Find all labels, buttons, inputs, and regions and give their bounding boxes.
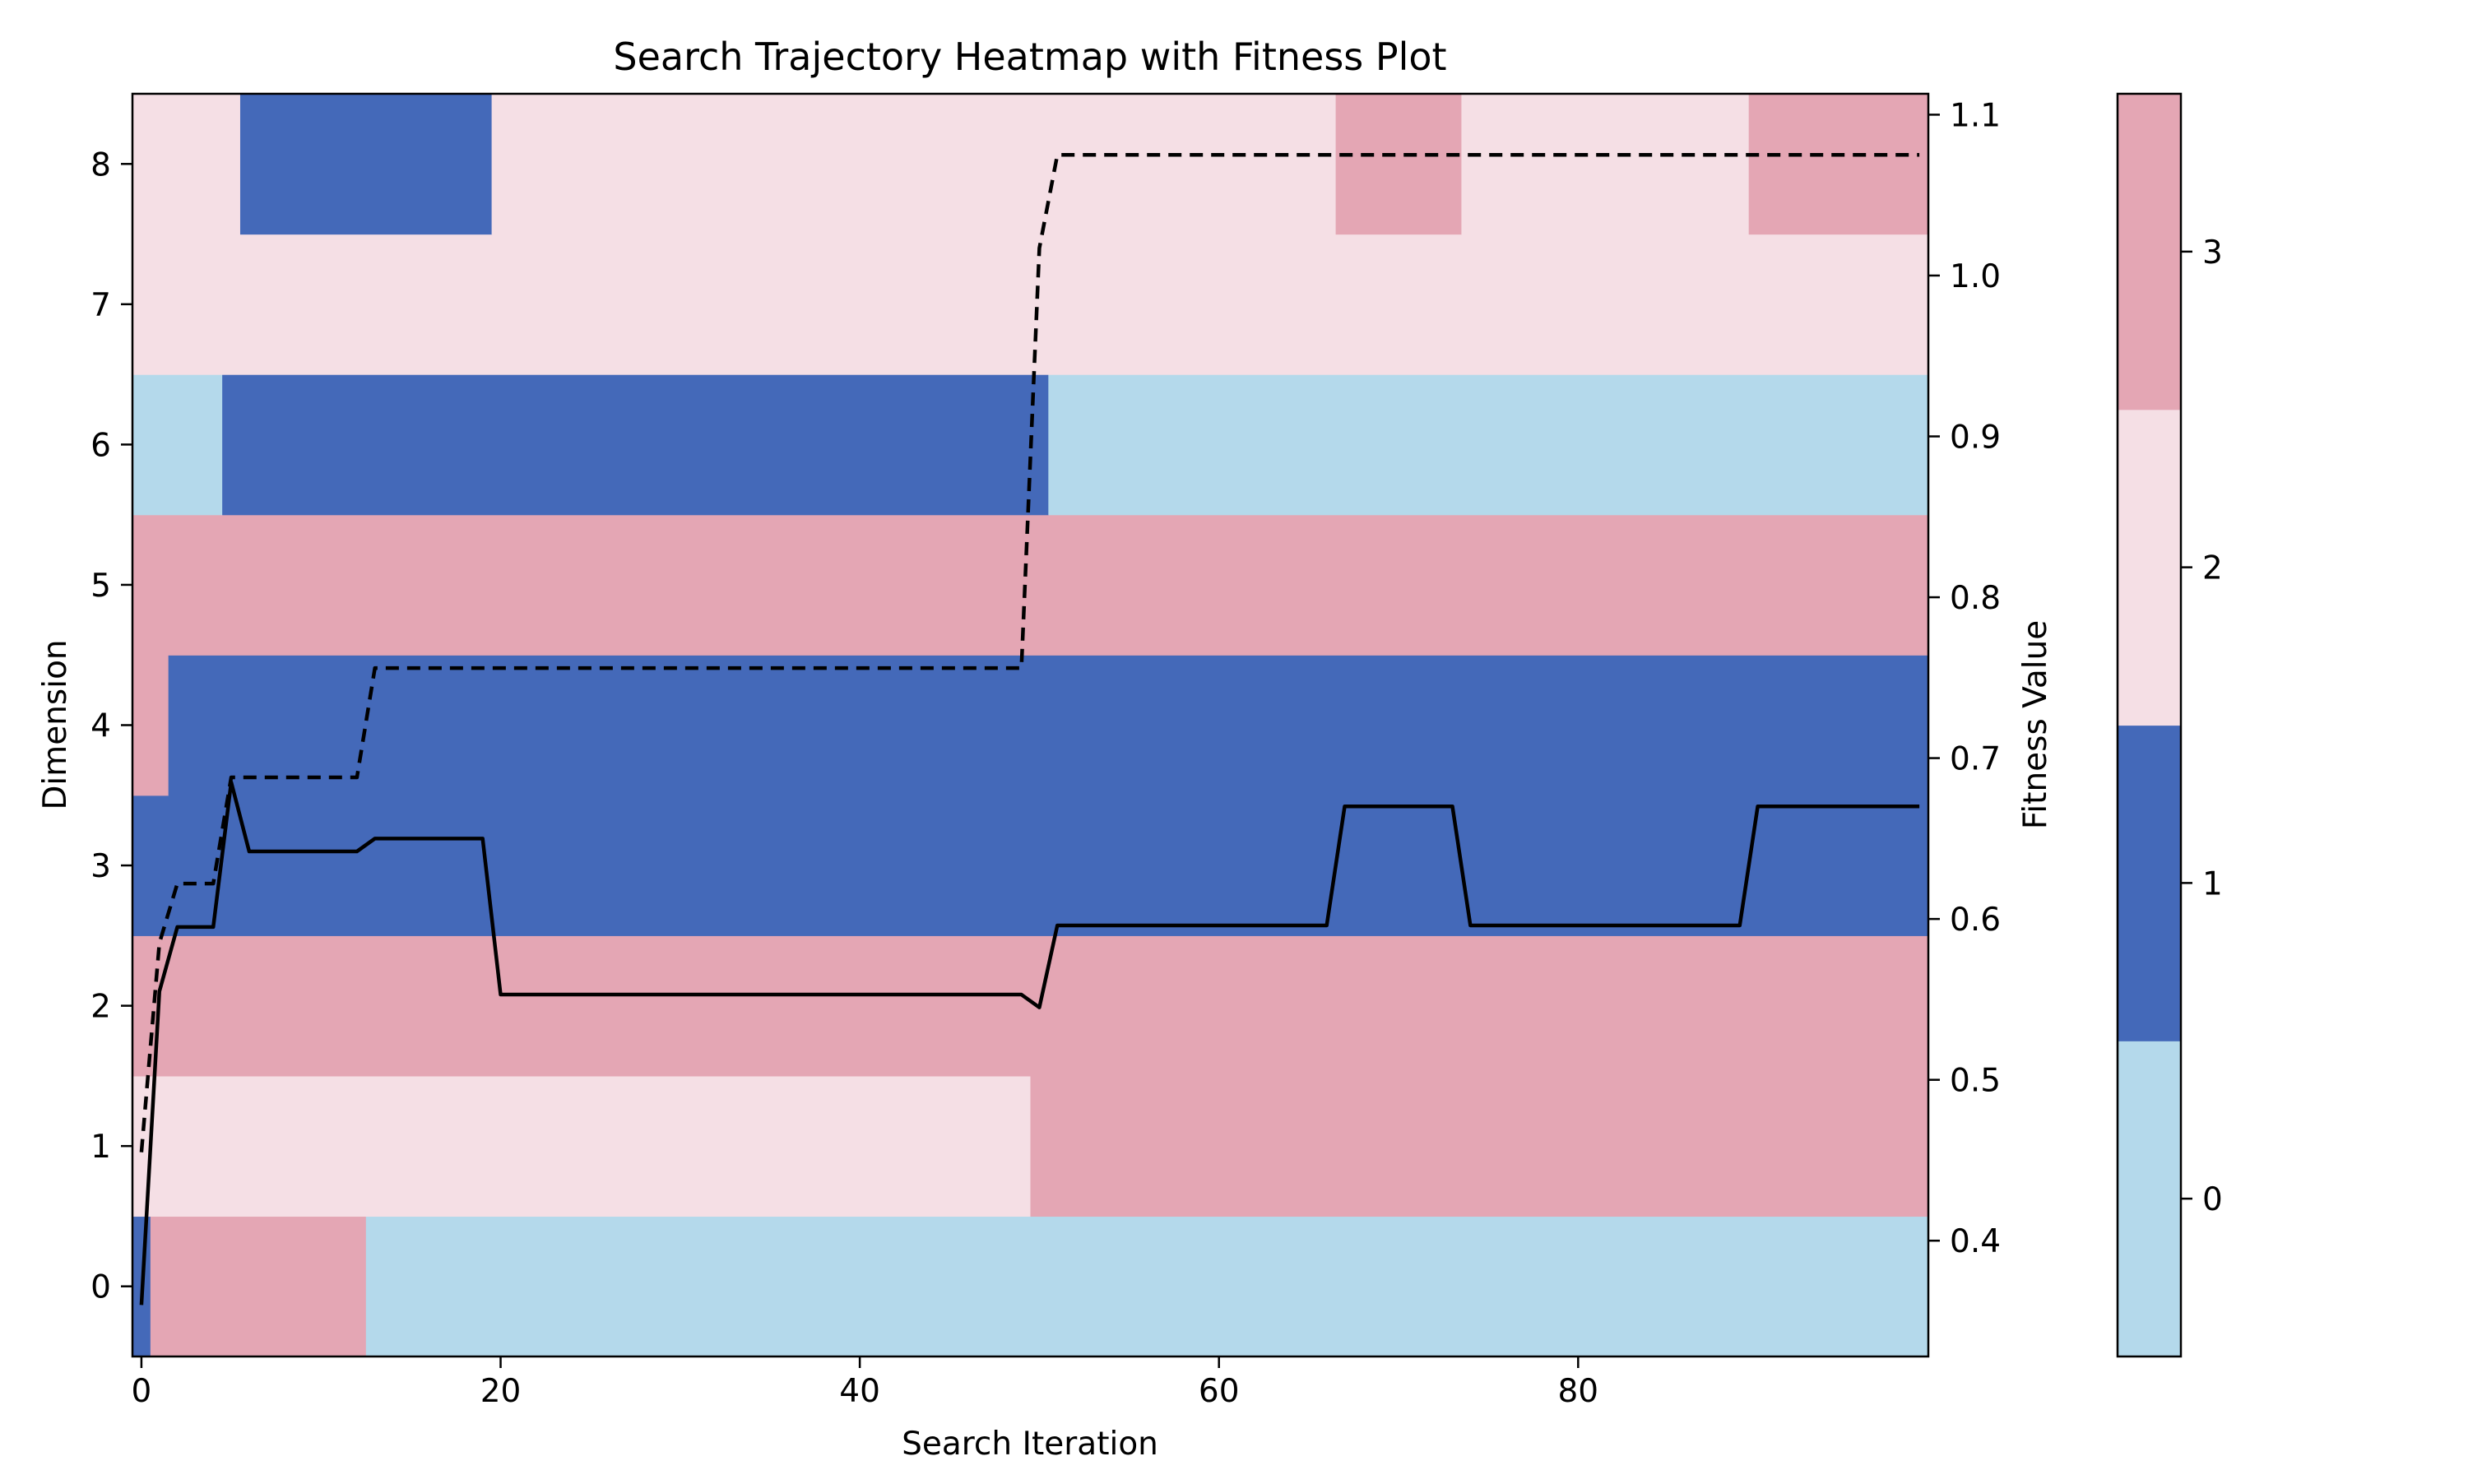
heatmap-cell bbox=[132, 234, 1929, 375]
y2-axis-label: Fitness Value bbox=[2017, 620, 2054, 830]
heatmap-cell bbox=[1461, 94, 1750, 235]
y-axis: 0 1 2 3 4 5 6 7 8 bbox=[90, 146, 132, 1306]
y2-tick-label: 0.4 bbox=[1950, 1223, 2001, 1260]
colorbar-frame bbox=[2116, 92, 2183, 1358]
y-tick-label: 2 bbox=[90, 989, 111, 1026]
heatmap-cell bbox=[168, 655, 1929, 796]
x-tick-label: 20 bbox=[480, 1373, 522, 1410]
y2-axis: 0.4 0.5 0.6 0.7 0.8 0.9 1.0 1.1 bbox=[1928, 97, 2001, 1260]
y-tick-label: 4 bbox=[90, 708, 111, 745]
heatmap-cell bbox=[239, 94, 493, 235]
y-tick-label: 7 bbox=[90, 287, 111, 324]
x-tick-label: 40 bbox=[839, 1373, 880, 1410]
y-tick-label: 5 bbox=[90, 568, 111, 605]
colorbar-segment bbox=[2118, 1041, 2181, 1357]
y-tick-label: 0 bbox=[90, 1269, 111, 1306]
colorbar-segment bbox=[2118, 94, 2181, 410]
chart-title: Search Trajectory Heatmap with Fitness P… bbox=[613, 35, 1446, 79]
colorbar-tick-label: 2 bbox=[2202, 550, 2223, 587]
heatmap-cell bbox=[132, 94, 241, 235]
heatmap-cell bbox=[1748, 94, 1929, 235]
y2-tick-label: 0.9 bbox=[1950, 420, 2001, 457]
y-tick-label: 8 bbox=[90, 146, 111, 183]
fitness-line-solid bbox=[139, 780, 1920, 1305]
fitness-line-dashed bbox=[139, 153, 1920, 1152]
heatmap-cell bbox=[1335, 94, 1463, 235]
heatmap-cell bbox=[132, 795, 1929, 936]
y-tick-label: 1 bbox=[90, 1129, 111, 1166]
colorbar-tick-label: 1 bbox=[2202, 865, 2223, 902]
colorbar-ticks: 0 1 2 3 bbox=[2181, 234, 2223, 1218]
y2-tick-label: 1.0 bbox=[1950, 258, 2001, 295]
heatmap-cell bbox=[491, 94, 1337, 235]
heatmap-cell bbox=[132, 935, 1929, 1077]
heatmap-cell bbox=[222, 374, 1049, 516]
y-tick-label: 6 bbox=[90, 427, 111, 464]
heatmap-cell bbox=[132, 374, 223, 516]
heatmap-cell bbox=[150, 1216, 367, 1357]
heatmap-layer bbox=[132, 94, 1929, 1357]
heatmap-cell bbox=[132, 1075, 1032, 1217]
y2-tick-label: 1.1 bbox=[1950, 97, 2001, 134]
colorbar bbox=[2118, 94, 2181, 1357]
heatmap-cell bbox=[132, 655, 169, 796]
fitness-lines bbox=[139, 153, 1920, 1305]
y-tick-label: 3 bbox=[90, 848, 111, 885]
x-axis: 0 20 40 60 80 bbox=[132, 1356, 1598, 1410]
heatmap-cell bbox=[1030, 1075, 1929, 1217]
x-tick-label: 60 bbox=[1199, 1373, 1240, 1410]
y2-tick-label: 0.5 bbox=[1950, 1063, 2001, 1100]
x-tick-label: 0 bbox=[132, 1373, 152, 1410]
heatmap-cell bbox=[132, 514, 1929, 656]
y2-tick-label: 0.7 bbox=[1950, 741, 2001, 778]
y-axis-label: Dimension bbox=[37, 639, 74, 809]
heatmap-cell bbox=[1048, 374, 1929, 516]
heatmap-cell bbox=[365, 1216, 1929, 1357]
y2-tick-label: 0.8 bbox=[1950, 580, 2001, 617]
x-tick-label: 80 bbox=[1557, 1373, 1598, 1410]
colorbar-tick-label: 0 bbox=[2202, 1181, 2223, 1218]
colorbar-tick-label: 3 bbox=[2202, 234, 2223, 271]
colorbar-segment bbox=[2118, 409, 2181, 726]
colorbar-segment bbox=[2118, 725, 2181, 1041]
y2-tick-label: 0.6 bbox=[1950, 902, 2001, 939]
x-axis-label: Search Iteration bbox=[902, 1426, 1158, 1463]
